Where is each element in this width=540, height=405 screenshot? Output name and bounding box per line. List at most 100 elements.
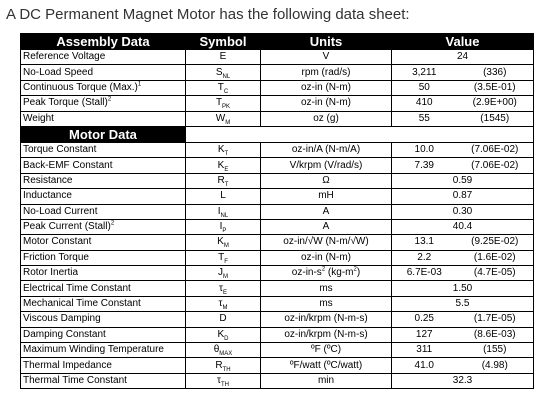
parameter-name: No-Load Current [23,205,98,217]
parameter-name: Thermal Time Constant [23,375,127,386]
symbol-subscript: P [222,228,227,235]
units-cell: rpm (rad/s) [260,64,392,81]
parameter-name: Peak Current (Stall) [23,221,111,233]
symbol-subscript: TH [222,366,231,373]
parameter-name-cell: Peak Current (Stall)2 [20,218,186,236]
parameter-name: Electrical Time Constant [23,282,131,294]
value-cell: 24 [391,48,534,66]
motor-data-sheet: Assembly Data Symbol Units Value Referen… [20,33,534,390]
footnote-mark: 2 [110,220,115,227]
parameter-name: Maximum Winding Temperature [23,344,164,356]
value-cell: 5.5 [391,295,534,313]
parameter-name: Reference Voltage [23,51,106,63]
symbol-subscript: NL [220,212,229,219]
parameter-name-cell: Thermal Time Constant [20,372,186,390]
table-row: Peak Current (Stall)2 IP A 40.4 [20,218,534,236]
table-row: Mechanical Time Constant τM ms 5.5 [20,295,534,313]
parameter-name: Back-EMF Constant [23,159,113,171]
value-header: Value [391,33,534,50]
parameter-name-cell: Reference Voltage [20,48,186,66]
symbol-cell: TPK [185,95,261,112]
symbol-text: T [215,97,223,109]
symbol-cell: τE [185,280,261,297]
units-text: ms [319,298,333,310]
symbol-text: J [218,267,223,279]
table-row: Weight WM oz (g) 55 (1545) [20,110,534,127]
parameter-name-cell: Torque Constant [20,141,186,159]
symbol-subscript: M [222,305,228,312]
units-text: oz (g) [313,112,339,124]
units-cell: ºF (ºC) [260,342,392,359]
units-text: Ω [322,174,330,186]
symbol-cell: τM [185,295,261,313]
units-text: oz-in (N-m) [301,81,351,93]
symbol-text: I [219,221,223,233]
symbol-text: T [218,251,225,263]
value-cell: 1.50 [391,280,534,297]
value-english: 6.7E-03 [391,265,457,282]
symbol-text: K [217,328,225,340]
table-header-row: Assembly Data Symbol Units Value [20,33,534,50]
units-text: oz-in/A (N-m/A) [291,144,361,156]
value-metric: (1.6E-02) [456,249,534,267]
units-header: Units [260,33,392,50]
units-text: V/krpm (V/rad/s) [289,159,363,171]
symbol-cell: TF [185,249,261,267]
units-cell: oz-in/krpm (N-m-s) [260,326,392,344]
value-metric: (2.9E+00) [456,95,534,112]
symbol-text: τ [219,282,223,294]
parameter-name: Peak Torque (Stall) [23,97,108,109]
units-superscript: 2 [353,266,357,273]
units-text: oz-in-s [291,267,322,279]
symbol-cell: τTH [185,372,261,390]
symbol-text: τ [218,298,223,310]
value-english: 13.1 [391,234,457,251]
assembly-section: Reference Voltage E V 24 No-Load Speed SNL rpm… [20,48,534,127]
symbol-text: R [217,174,225,186]
value-cell: 0.30 [391,203,534,220]
table-row: Maximum Winding Temperature θMAX ºF (ºC) 31… [20,342,534,359]
symbol-cell: KM [185,234,261,251]
units-cell: oz-in (N-m) [260,249,392,267]
symbol-subscript: MAX [219,351,233,358]
symbol-subscript: PK [222,104,231,111]
units-text: mH [318,190,334,202]
units-text: oz-in (N-m) [301,251,351,263]
parameter-name-cell: Back-EMF Constant [20,157,186,174]
parameter-name-cell: Thermal Impedance [20,357,186,374]
value-english: 0.25 [391,311,457,328]
parameter-name: Weight [23,112,54,124]
symbol-cell: RT [185,172,261,190]
table-row: Reference Voltage E V 24 [20,48,534,66]
value-english: 127 [391,326,457,344]
symbol-text: I [217,205,221,217]
symbol-cell: IP [185,218,261,236]
units-text: oz-in/krpm (N-m-s) [284,328,368,340]
symbol-subscript: E [222,289,227,296]
value-english: 2.2 [391,249,457,267]
value-english: 3,211 [391,64,457,81]
parameter-name: Rotor Inertia [23,267,79,279]
value-metric: (4.98) [456,357,534,374]
value-english: 50 [391,79,457,97]
units-cell: oz-in-s2 (kg-m2) [260,265,392,282]
symbol-cell: INL [185,203,261,220]
units-cell: min [260,372,392,390]
value-cell: 40.4 [391,218,534,236]
symbol-cell: θMAX [185,342,261,359]
value-metric: (3.5E-01) [456,79,534,97]
parameter-name: Continuous Torque (Max.) [23,81,138,93]
parameter-name-cell: No-Load Speed [20,64,186,81]
units-cell: oz-in (N-m) [260,95,392,112]
assembly-data-header: Assembly Data [20,33,186,50]
symbol-subscript: F [224,258,228,265]
value-metric: (7.06E-02) [456,141,534,159]
value-metric: (4.7E-05) [456,265,534,282]
symbol-cell: RTH [185,357,261,374]
units-text: V [322,51,330,63]
table-row: Friction Torque TF oz-in (N-m) 2.2 (1.6E-02) [20,249,534,267]
parameter-name: Inductance [23,190,72,202]
parameter-name: Mechanical Time Constant [23,298,141,310]
symbol-text: T [217,81,224,93]
